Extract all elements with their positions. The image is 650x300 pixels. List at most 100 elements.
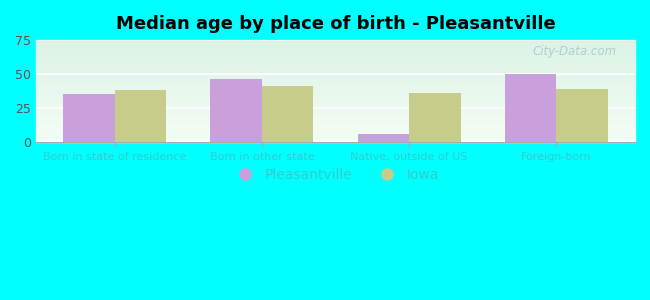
- Bar: [36, 87, 635, 88]
- Bar: [36, 68, 635, 69]
- Bar: [36, 75, 635, 76]
- Legend: Pleasantville, Iowa: Pleasantville, Iowa: [226, 163, 445, 188]
- Bar: [36, 134, 635, 135]
- Bar: [36, 126, 635, 127]
- Bar: [36, 135, 635, 136]
- Bar: [36, 106, 635, 107]
- Bar: [36, 50, 635, 51]
- Bar: [36, 105, 635, 106]
- Bar: [36, 72, 635, 73]
- Text: City-Data.com: City-Data.com: [533, 45, 617, 58]
- Bar: [36, 127, 635, 128]
- Bar: [36, 95, 635, 96]
- Bar: [36, 67, 635, 68]
- Bar: [36, 52, 635, 53]
- Bar: [36, 119, 635, 120]
- Bar: [36, 49, 635, 50]
- Bar: [358, 134, 409, 142]
- Bar: [36, 77, 635, 78]
- Bar: [36, 86, 635, 87]
- Bar: [36, 107, 635, 108]
- Bar: [36, 80, 635, 81]
- Bar: [36, 65, 635, 66]
- Bar: [36, 90, 635, 91]
- Bar: [36, 40, 635, 41]
- Bar: [504, 74, 556, 142]
- Bar: [36, 98, 635, 99]
- Bar: [36, 125, 635, 126]
- Bar: [36, 60, 635, 61]
- Bar: [36, 108, 635, 109]
- Bar: [36, 43, 635, 44]
- Bar: [36, 115, 635, 116]
- Bar: [36, 41, 635, 42]
- Title: Median age by place of birth - Pleasantville: Median age by place of birth - Pleasantv…: [116, 15, 555, 33]
- Bar: [36, 94, 635, 95]
- Bar: [36, 61, 635, 62]
- Bar: [36, 69, 635, 70]
- Bar: [36, 89, 635, 90]
- Bar: [36, 102, 635, 103]
- Bar: [36, 112, 635, 113]
- Bar: [36, 114, 635, 115]
- Bar: [36, 44, 635, 45]
- Bar: [63, 94, 114, 142]
- Bar: [36, 71, 635, 72]
- Bar: [36, 76, 635, 77]
- Bar: [36, 88, 635, 89]
- Bar: [36, 128, 635, 129]
- Bar: [36, 139, 635, 140]
- Bar: [262, 86, 313, 142]
- Bar: [36, 104, 635, 105]
- Bar: [36, 64, 635, 65]
- Bar: [36, 131, 635, 132]
- Bar: [36, 62, 635, 63]
- Bar: [36, 93, 635, 94]
- Bar: [36, 120, 635, 121]
- Bar: [36, 116, 635, 117]
- Bar: [114, 90, 166, 142]
- Bar: [36, 121, 635, 122]
- Bar: [36, 103, 635, 104]
- Bar: [36, 54, 635, 55]
- Bar: [36, 137, 635, 138]
- Bar: [36, 57, 635, 58]
- Bar: [36, 113, 635, 114]
- Bar: [36, 46, 635, 47]
- Bar: [36, 66, 635, 67]
- Bar: [36, 97, 635, 98]
- Bar: [36, 83, 635, 84]
- Bar: [36, 42, 635, 43]
- Bar: [36, 78, 635, 79]
- Bar: [36, 122, 635, 123]
- Bar: [36, 56, 635, 57]
- Bar: [36, 74, 635, 75]
- Bar: [36, 138, 635, 139]
- Bar: [36, 85, 635, 86]
- Bar: [36, 45, 635, 46]
- Bar: [36, 81, 635, 82]
- Bar: [36, 123, 635, 124]
- Bar: [36, 101, 635, 102]
- Bar: [36, 59, 635, 60]
- Bar: [36, 117, 635, 118]
- Bar: [36, 133, 635, 134]
- Bar: [36, 129, 635, 130]
- Bar: [36, 111, 635, 112]
- Bar: [36, 63, 635, 64]
- Bar: [36, 100, 635, 101]
- Bar: [36, 132, 635, 133]
- Bar: [36, 92, 635, 93]
- Bar: [36, 58, 635, 59]
- Bar: [36, 61, 635, 62]
- Bar: [36, 48, 635, 49]
- Bar: [36, 47, 635, 48]
- Bar: [36, 118, 635, 119]
- Bar: [556, 89, 608, 142]
- Bar: [36, 84, 635, 85]
- Bar: [36, 136, 635, 137]
- Bar: [36, 141, 635, 142]
- Bar: [36, 124, 635, 125]
- Bar: [36, 96, 635, 97]
- Bar: [36, 109, 635, 110]
